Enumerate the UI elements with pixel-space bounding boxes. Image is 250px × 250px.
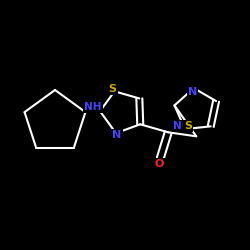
Text: S: S xyxy=(108,84,116,94)
Text: O: O xyxy=(154,159,164,169)
Text: N: N xyxy=(188,87,197,97)
Text: NH: NH xyxy=(174,121,191,131)
Text: S: S xyxy=(184,121,192,131)
Text: NH: NH xyxy=(84,102,102,112)
Text: N: N xyxy=(112,130,122,140)
